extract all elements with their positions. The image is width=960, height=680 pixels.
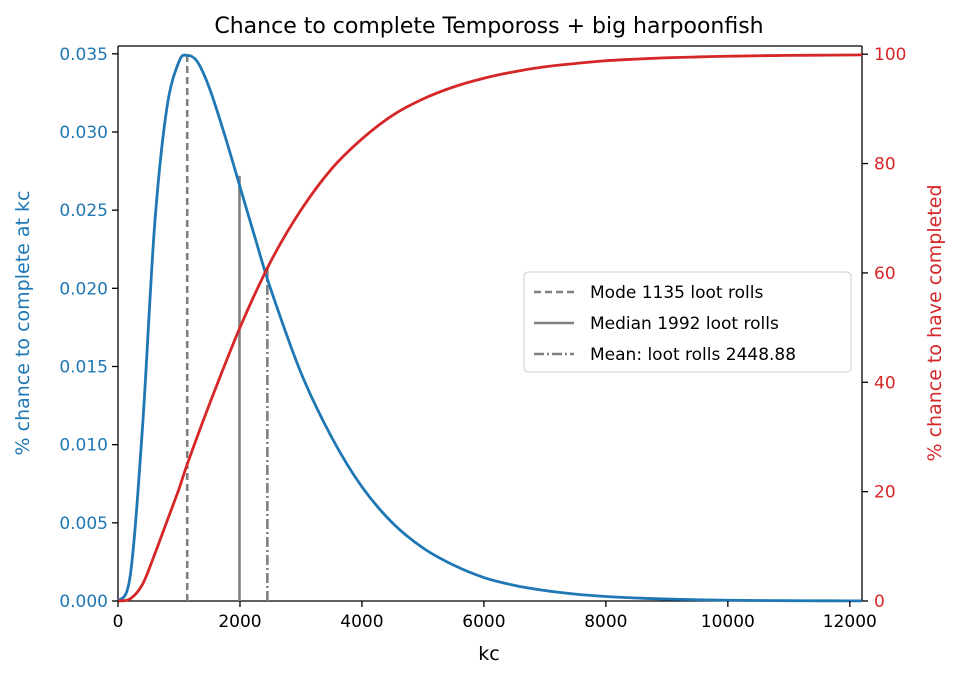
series-lines (116, 53, 863, 603)
y-right-tick-label: 20 (874, 483, 896, 503)
chart-title: Chance to complete Tempoross + big harpo… (214, 14, 763, 39)
y-right-tick-label: 100 (874, 45, 906, 65)
series-line-left (116, 53, 863, 603)
y-right-tick-label: 60 (874, 264, 896, 284)
x-tick-label: 12000 (823, 612, 877, 632)
y-left-tick-label: 0.005 (59, 514, 108, 534)
y-right-tick-label: 40 (874, 373, 896, 393)
y-axis-right-label: % chance to have completed (924, 184, 946, 461)
x-tick-label: 2000 (218, 612, 261, 632)
y-left-tick-label: 0.030 (59, 123, 108, 143)
x-tick-label: 0 (113, 612, 124, 632)
y-left-tick-label: 0.010 (59, 436, 108, 456)
x-tick-label: 8000 (584, 612, 627, 632)
legend-label: Mode 1135 loot rolls (590, 283, 763, 303)
y-left-tick-label: 0.035 (59, 45, 108, 65)
x-tick-label: 10000 (701, 612, 755, 632)
legend-label: Median 1992 loot rolls (590, 314, 779, 334)
axes: 0 2000 4000 6000 8000 10000 12000 0.000 0.005 0.0… (59, 45, 906, 632)
y-right-tick-label: 0 (874, 592, 885, 612)
x-axis-label: kc (478, 643, 499, 665)
legend-label: Mean: loot rolls 2448.88 (590, 345, 796, 365)
y-right-tick-label: 80 (874, 155, 896, 175)
marker-lines (185, 55, 269, 601)
y-left-tick-label: 0.025 (59, 201, 108, 221)
y-left-tick-label: 0.020 (59, 279, 108, 299)
legend-box (523, 271, 852, 373)
x-tick-label: 6000 (462, 612, 505, 632)
y-left-tick-label: 0.000 (59, 592, 108, 612)
y-axis-left-label: % chance to complete at kc (12, 191, 34, 456)
series-line-right (117, 53, 863, 603)
y-left-tick-label: 0.015 (59, 357, 108, 377)
x-tick-label: 4000 (340, 612, 383, 632)
legend: Mode 1135 loot rolls Median 1992 loot rol… (523, 271, 852, 373)
